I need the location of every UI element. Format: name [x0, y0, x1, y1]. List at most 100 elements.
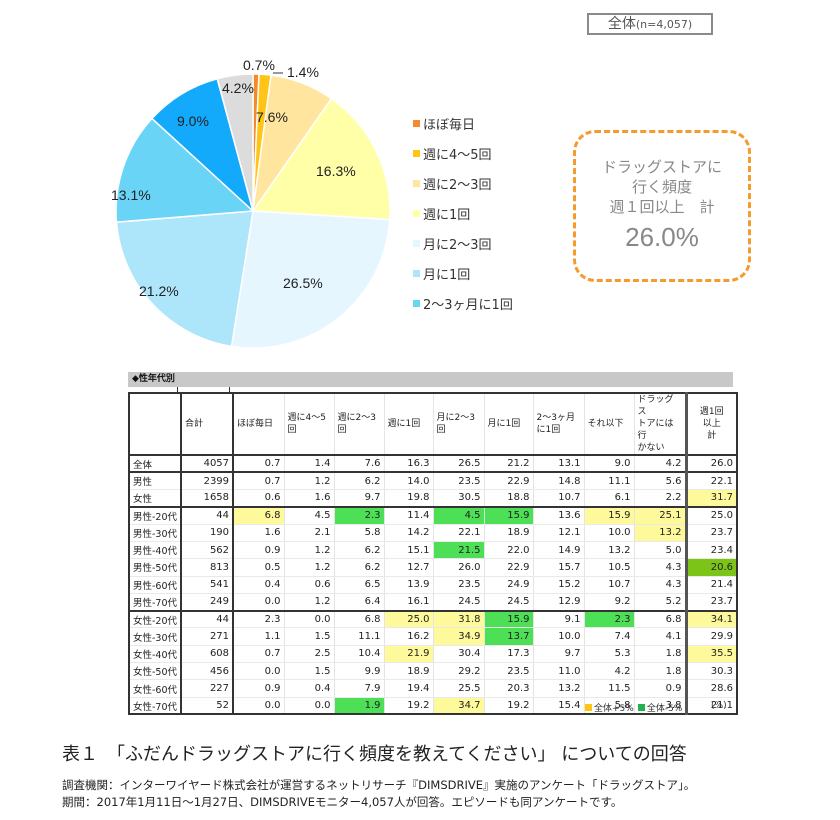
table-cell: 21.5	[432, 541, 485, 560]
legend-item: 月に2〜3回	[413, 228, 513, 258]
legend-swatch-icon	[413, 269, 420, 277]
table-caption: 表１ 「ふだんドラッグストアに行く頻度を教えてください」 についての回答	[62, 744, 687, 765]
table-cell: 2.1	[283, 524, 335, 542]
pie-slice-label: 4.2%	[222, 80, 254, 96]
table-cell: 22.9	[483, 472, 534, 491]
pie-slice-label: 21.2%	[139, 283, 179, 299]
row-label: 女性-60代	[128, 679, 183, 698]
table-cell: 19.4	[383, 679, 434, 698]
table-cell: 22.1	[684, 472, 738, 491]
table-cell: 1.2	[283, 558, 335, 577]
table-cell: 6.8	[232, 506, 285, 525]
source-note-line1: 調査機関：インターワイヤード株式会社が運営するネットリサーチ『DIMSDRIVE…	[62, 778, 696, 792]
table-cell: 44	[180, 610, 235, 629]
table-row: 女性-60代 227 0.9 0.4 7.9 19.4 25.5 20.3 13.2 11.5 0.…	[128, 679, 738, 698]
table-cell: 13.2	[583, 541, 635, 560]
legend-item: 週に2〜3回	[413, 168, 513, 198]
table-cell: 23.5	[432, 472, 485, 491]
table-cell: 31.7	[684, 489, 738, 508]
table-cell: 16.3	[383, 455, 434, 474]
table-cell: 0.0	[232, 697, 285, 715]
table-cell: 15.9	[483, 610, 534, 629]
row-label: 全体	[128, 455, 183, 474]
table-cell: 18.9	[483, 524, 534, 542]
pie-legend: ほぼ毎日 週に4〜5回 週に2〜3回週に1回月に2〜3回月に1回 2〜3ヶ月に1回	[413, 108, 513, 318]
table-cell: 0.0	[232, 593, 285, 612]
table-cell: 1.8	[633, 662, 687, 681]
table-cell: 14.2	[383, 524, 434, 542]
table-cell: 4.2	[583, 662, 635, 681]
table-cell: 18.9	[383, 662, 434, 681]
row-label: 男性-60代	[128, 576, 183, 594]
table-cell: 15.2	[532, 576, 585, 594]
table-cell: 12.9	[532, 593, 585, 612]
table-cell: 4.3	[633, 576, 687, 594]
pie-slice-label: 26.5%	[283, 275, 323, 291]
table-cell: 0.0	[232, 662, 285, 681]
table-cell: 23.7	[684, 524, 738, 542]
table-cell: 10.0	[532, 627, 585, 646]
table-unit: (%)	[711, 701, 727, 711]
table-cell: 25.1	[633, 506, 687, 525]
table-cell: 25.0	[383, 610, 434, 629]
table-cell: 26.5	[432, 455, 485, 474]
table-cell: 14.8	[532, 472, 585, 491]
pie-chart-svg	[115, 72, 391, 349]
pie-slice-label: 16.3%	[316, 163, 356, 179]
column-header: 月に2〜3 回	[432, 393, 485, 456]
row-label: 女性-40代	[128, 645, 183, 664]
table-legend: 全体+5% 全体-5%	[585, 701, 682, 714]
table-cell: 541	[180, 576, 235, 594]
table-cell: 23.4	[684, 541, 738, 560]
table-cell: 0.6	[232, 489, 285, 508]
table-cell: 2.2	[633, 489, 687, 508]
table-section-title: ◆性年代別	[128, 372, 733, 387]
table-cell: 12.1	[532, 524, 585, 542]
legend-item: 月に1回	[413, 258, 513, 288]
table-cell: 22.1	[432, 524, 485, 542]
table-cell: 34.9	[432, 627, 485, 646]
table-cell: 1.4	[283, 455, 335, 474]
column-header: 月に1回	[483, 393, 534, 456]
row-label: 男性-70代	[128, 593, 183, 612]
legend-item: 週に4〜5回	[413, 138, 513, 168]
source-note-line2: 期間：2017年1月11日～1月27日、DIMSDRIVEモニター4,057人が…	[62, 795, 623, 809]
legend-label: 2〜3ヶ月に1回	[423, 297, 513, 313]
table-row: 男性-40代 562 0.9 1.2 6.2 15.1 21.5 22.0 14.9 13.2 5.…	[128, 541, 738, 560]
table-row: 男性-60代 541 0.4 0.6 6.5 13.9 23.5 24.9 15.2 10.7 4.…	[128, 576, 738, 594]
callout-line3: 週１回以上 計	[609, 198, 715, 216]
table-cell: 25.5	[432, 679, 485, 698]
table-cell: 11.4	[383, 506, 434, 525]
table-cell: 6.8	[633, 610, 687, 629]
table-cell: 17.3	[483, 645, 534, 664]
pie-slice	[230, 210, 391, 349]
table-cell: 15.9	[483, 506, 534, 525]
table-cell: 1.2	[283, 593, 335, 612]
legend-label: 月に2〜3回	[423, 237, 492, 253]
table-legend-label: 全体+5%	[594, 704, 634, 714]
legend-swatch-icon	[413, 179, 420, 187]
table-cell: 6.2	[333, 472, 385, 491]
legend-item: ほぼ毎日	[413, 108, 513, 138]
table-cell: 11.5	[583, 679, 635, 698]
row-label: 男性	[128, 472, 183, 491]
table-cell: 21.9	[383, 645, 434, 664]
table-row: 女性 1658 0.6 1.6 9.7 19.8 30.5 18.8 10.7 6.1 2.2 31.…	[128, 489, 738, 508]
table-cell: 24.5	[432, 593, 485, 612]
sample-label: 全体	[607, 16, 636, 32]
table-cell: 22.0	[483, 541, 534, 560]
table-cell: 10.7	[532, 489, 585, 508]
table-cell: 19.2	[483, 697, 534, 715]
pie-slice-label: 9.0%	[177, 113, 209, 129]
table-row: 女性-70代 52 0.0 0.0 1.9 19.2 34.7 19.2 15.4 5.8 3.8 2…	[128, 697, 738, 715]
legend-label: 週に1回	[423, 207, 471, 223]
row-label: 女性-70代	[128, 697, 183, 715]
table-cell: 4057	[180, 455, 235, 474]
table-cell: 7.9	[333, 679, 385, 698]
table-cell: 30.3	[684, 662, 738, 681]
column-header: 週に2〜3 回	[333, 393, 385, 456]
table-cell: 0.6	[283, 576, 335, 594]
table-cell: 5.8	[333, 524, 385, 542]
table-cell: 16.1	[383, 593, 434, 612]
legend-swatch-icon	[413, 149, 420, 157]
